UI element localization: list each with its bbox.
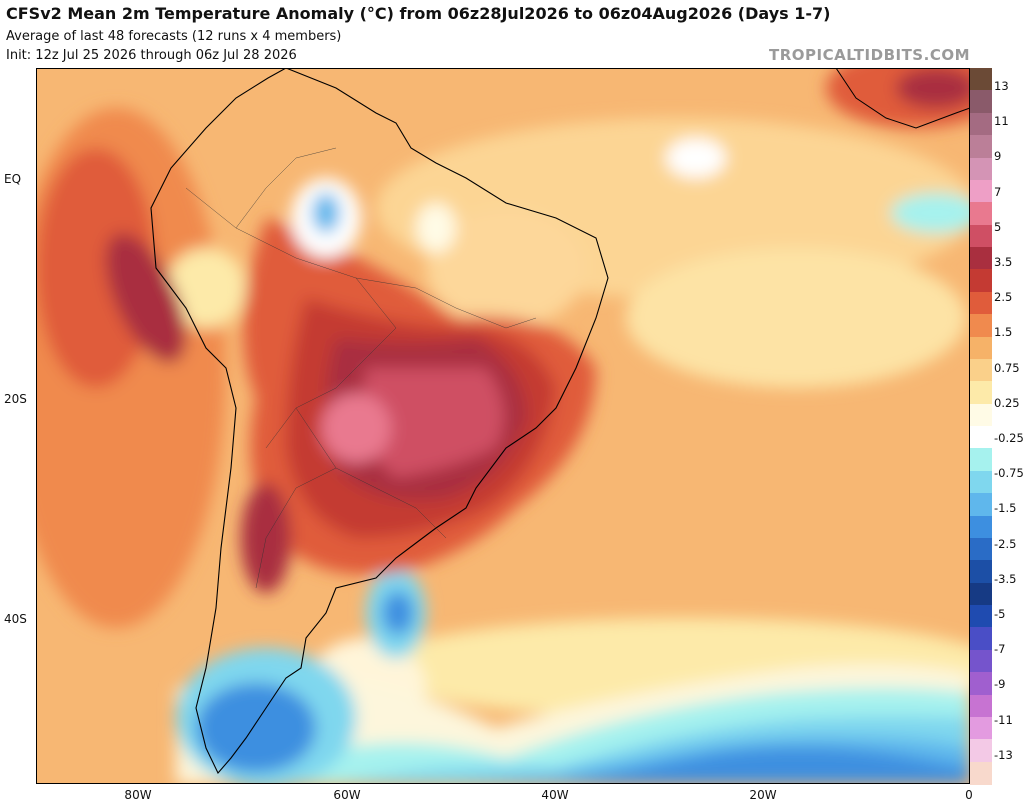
colorbar-swatch	[970, 403, 992, 427]
colorbar-swatch	[970, 202, 992, 226]
colorbar-label: -0.25	[994, 431, 1024, 445]
colorbar-label: -1.5	[994, 501, 1017, 516]
colorbar-swatch	[970, 135, 992, 158]
colorbar-label: -11	[994, 712, 1013, 727]
map-subtitle: Average of last 48 forecasts (12 runs x …	[6, 29, 342, 44]
colorbar-swatch	[970, 694, 992, 718]
colorbar-swatch	[970, 179, 992, 203]
colorbar-swatch	[970, 448, 992, 472]
colorbar-legend: 13 11 9 7 5 3.5 2.5 1.5 0.75 0.25 -0.25 -0.75 -1.5 -2…	[970, 68, 1024, 785]
colorbar-swatch	[970, 470, 992, 494]
colorbar-label: 1.5	[994, 325, 1013, 340]
colorbar-swatch	[970, 627, 992, 651]
colorbar-swatch	[970, 582, 992, 606]
colorbar-label: -13	[994, 747, 1013, 762]
colorbar-label: -0.75	[994, 466, 1024, 481]
lon-label-0: 0	[965, 788, 973, 802]
lat-label-20s: 20S	[4, 392, 27, 406]
colorbar-label: 0.75	[994, 360, 1020, 375]
colorbar-label: 9	[994, 149, 1002, 164]
lon-label-20w: 20W	[749, 788, 777, 802]
colorbar-label: 5	[994, 219, 1002, 234]
colorbar-swatch	[970, 426, 992, 449]
init-time: Init: 12z Jul 25 2026 through 06z Jul 28…	[6, 48, 297, 63]
lon-label-80w: 80W	[124, 788, 152, 802]
colorbar-swatch	[970, 68, 992, 91]
colorbar-swatch	[970, 358, 992, 382]
colorbar-swatch	[970, 336, 992, 360]
colorbar-swatch	[970, 672, 992, 695]
colorbar-swatch	[970, 605, 992, 628]
colorbar-swatch	[970, 537, 992, 561]
lat-label-eq: EQ	[4, 172, 22, 186]
colorbar-label: -9	[994, 677, 1006, 692]
colorbar-swatch	[970, 739, 992, 763]
lon-label-60w: 60W	[333, 788, 361, 802]
colorbar-label: -3.5	[994, 571, 1017, 586]
colorbar-swatch	[970, 224, 992, 248]
africa-outline	[835, 68, 970, 129]
lat-label-40s: 40S	[4, 612, 27, 626]
colorbar-swatch	[970, 291, 992, 315]
map-title: CFSv2 Mean 2m Temperature Anomaly (°C) f…	[6, 4, 831, 23]
colorbar-label: 11	[994, 114, 1009, 129]
colorbar-label: -5	[994, 607, 1006, 621]
colorbar-label: 13	[994, 79, 1009, 93]
colorbar-swatch	[970, 761, 992, 785]
colorbar-swatch	[970, 381, 992, 405]
south-america-outline	[150, 68, 609, 774]
colorbar-swatch	[970, 269, 992, 293]
colorbar-label: 3.5	[994, 255, 1013, 269]
lon-label-40w: 40W	[541, 788, 569, 802]
brand-watermark: TROPICALTIDBITS.COM	[769, 46, 970, 64]
colorbar-swatch	[970, 157, 992, 181]
colorbar-label: -7	[994, 642, 1006, 657]
colorbar-swatch	[970, 247, 992, 270]
colorbar-swatch	[970, 716, 992, 740]
colorbar-swatch	[970, 112, 992, 136]
colorbar-swatch	[970, 493, 992, 516]
colorbar-swatch	[970, 560, 992, 584]
colorbar-label: 0.25	[994, 395, 1020, 410]
colorbar-swatch	[970, 649, 992, 673]
colorbar-swatch	[970, 515, 992, 539]
colorbar-label: 2.5	[994, 290, 1013, 305]
temperature-anomaly-map	[36, 68, 970, 784]
colorbar-label: -2.5	[994, 536, 1017, 551]
colorbar-swatch	[970, 90, 992, 114]
colorbar-swatch	[970, 314, 992, 337]
colorbar-label: 7	[994, 184, 1002, 199]
